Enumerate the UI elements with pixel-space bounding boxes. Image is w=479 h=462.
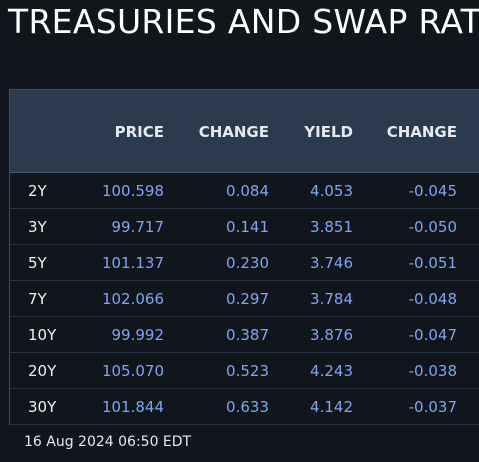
price-cell: 101.137 [101,254,164,272]
price-change-cell: 0.084 [226,182,269,200]
price-cell: 102.066 [101,290,164,308]
table-row: 10Y 99.992 0.387 3.876 -0.047 [10,317,479,353]
table-row: 5Y 101.137 0.230 3.746 -0.051 [10,245,479,281]
tenor-cell: 7Y [28,290,47,308]
column-header-price-change: CHANGE [198,123,269,141]
table-row: 2Y 100.598 0.084 4.053 -0.045 [10,173,479,209]
page-title: TREASURIES AND SWAP RATES [8,2,479,41]
yield-change-cell: -0.047 [408,326,457,344]
price-change-cell: 0.230 [226,254,269,272]
yield-cell: 4.243 [310,362,353,380]
price-cell: 101.844 [101,398,164,416]
price-change-cell: 0.523 [226,362,269,380]
price-change-cell: 0.633 [226,398,269,416]
yield-change-cell: -0.037 [408,398,457,416]
yield-cell: 4.142 [310,398,353,416]
last-updated-timestamp: 16 Aug 2024 06:50 EDT [24,434,192,450]
yield-change-cell: -0.048 [408,290,457,308]
tenor-cell: 30Y [28,398,57,416]
table-row: 30Y 101.844 0.633 4.142 -0.037 [10,389,479,425]
yield-cell: 3.851 [310,218,353,236]
yield-cell: 3.876 [310,326,353,344]
tenor-cell: 10Y [28,326,57,344]
yield-cell: 3.746 [310,254,353,272]
price-cell: 100.598 [101,182,164,200]
yield-change-cell: -0.045 [408,182,457,200]
column-header-yield: YIELD [304,123,353,141]
table-row: 7Y 102.066 0.297 3.784 -0.048 [10,281,479,317]
price-cell: 99.992 [111,326,165,344]
table-header: PRICE CHANGE YIELD CHANGE [10,90,479,173]
column-header-price: PRICE [114,123,164,141]
tenor-cell: 5Y [28,254,47,272]
price-change-cell: 0.141 [226,218,269,236]
tenor-cell: 3Y [28,218,47,236]
price-change-cell: 0.387 [226,326,269,344]
rates-table: PRICE CHANGE YIELD CHANGE 2Y 100.598 0.0… [9,89,479,425]
yield-change-cell: -0.038 [408,362,457,380]
table-row: 20Y 105.070 0.523 4.243 -0.038 [10,353,479,389]
price-cell: 105.070 [101,362,164,380]
yield-cell: 4.053 [310,182,353,200]
price-change-cell: 0.297 [226,290,269,308]
yield-change-cell: -0.051 [408,254,457,272]
tenor-cell: 20Y [28,362,57,380]
column-header-yield-change: CHANGE [386,123,457,141]
yield-cell: 3.784 [310,290,353,308]
tenor-cell: 2Y [28,182,47,200]
table-row: 3Y 99.717 0.141 3.851 -0.050 [10,209,479,245]
price-cell: 99.717 [111,218,165,236]
yield-change-cell: -0.050 [408,218,457,236]
